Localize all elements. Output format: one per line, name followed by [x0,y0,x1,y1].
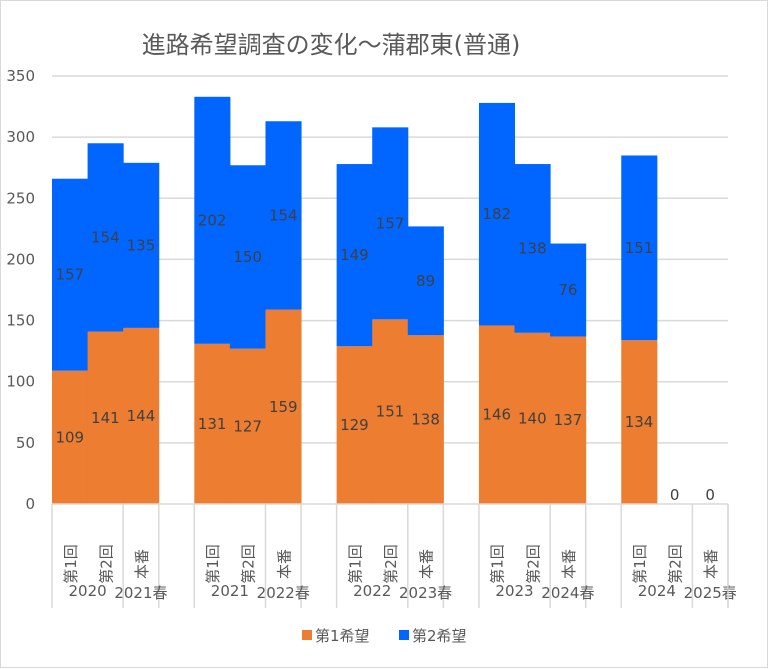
bar-series-2 [194,96,231,344]
data-label-series-1: 159 [269,398,298,416]
y-tick-label: 100 [6,373,35,391]
y-tick-label: 50 [16,434,35,452]
legend-label-series-1: 第1希望 [315,627,370,645]
data-label-series-2: 89 [416,272,435,290]
y-tick-label: 350 [6,67,35,85]
data-label-series-2: 154 [91,228,120,246]
data-label-series-2: 157 [376,214,405,232]
x-group-spring-label: 2023春 [399,584,452,602]
data-label-series-1: 131 [198,415,227,433]
bar-series-1 [265,309,302,504]
data-label-series-2: 76 [558,281,577,299]
y-axis-tick-labels: 0 50 100 150 200 250 300 350 [6,67,35,513]
x-sub-category-label: 第1回 [489,544,507,584]
data-label-series-2: 151 [625,239,654,257]
x-group-spring-label: 2024春 [541,584,594,602]
data-label-series-1: 137 [554,411,583,429]
y-tick-label: 250 [6,189,35,207]
x-sub-category-label: 第2回 [382,544,400,584]
x-sub-category-label: 本番 [702,549,720,579]
bar-series-1 [123,327,160,504]
bar-series-1 [407,335,444,504]
bar-series-1 [336,346,373,504]
x-sub-category-label: 第1回 [346,544,364,584]
bar-series-1 [52,370,89,504]
bar-series-2 [265,121,302,310]
data-label-series-2: 0 [705,486,715,504]
x-group-spring-label: 2022春 [257,584,310,602]
data-label-series-1: 127 [233,417,262,435]
x-sub-category-label: 第1回 [204,544,222,584]
data-label-series-2: 135 [127,236,156,254]
x-group-year-label: 2024 [638,582,676,600]
x-group-spring-label: 2021春 [114,584,167,602]
data-label-series-2: 0 [670,486,680,504]
x-sub-category-label: 第1回 [62,544,80,584]
x-sub-category-label: 第2回 [667,544,685,584]
bar-series-1 [621,340,658,504]
y-tick-label: 0 [25,495,35,513]
data-label-series-2: 157 [55,266,84,284]
x-sub-category-label: 第2回 [524,544,542,584]
bar-series-2 [123,162,160,328]
bar-series-1 [550,336,587,504]
x-group-year-label: 2023 [495,582,533,600]
bar-series-1 [514,332,551,504]
data-label-series-2: 182 [482,205,511,223]
legend-swatch-series-2 [399,630,409,640]
bars [52,96,658,504]
data-label-series-2: 202 [198,211,227,229]
x-group-year-label: 2021 [211,582,249,600]
x-sub-category-label: 第2回 [240,544,258,584]
data-label-series-1: 151 [376,403,405,421]
bar-series-1 [372,319,409,504]
bar-series-2 [229,165,266,349]
data-label-series-2: 150 [233,248,262,266]
legend-swatch-series-1 [302,630,312,640]
x-group-year-label: 2020 [68,582,106,600]
bar-series-1 [229,348,266,504]
y-tick-label: 300 [6,128,35,146]
bar-series-1 [87,331,124,504]
x-sub-category-label: 本番 [133,549,151,579]
x-sub-category-label: 第2回 [97,544,115,584]
data-label-series-1: 144 [127,407,156,425]
x-group-spring-label: 2025春 [684,584,737,602]
bar-series-2 [514,164,551,333]
x-sub-category-label: 本番 [418,549,436,579]
bar-series-2 [52,178,89,371]
bar-series-2 [407,226,444,336]
data-label-series-2: 138 [518,239,547,257]
data-label-series-2: 149 [340,246,369,264]
x-group-year-label: 2022 [353,582,391,600]
chart-title: 進路希望調査の変化～蒲郡東(普通) [142,31,521,59]
y-tick-label: 150 [6,312,35,330]
data-label-series-1: 134 [625,413,654,431]
bar-series-2 [372,127,409,320]
x-sub-category-label: 第1回 [631,544,649,584]
bar-series-2 [87,143,124,332]
y-tick-label: 200 [6,250,35,268]
data-label-series-1: 141 [91,409,120,427]
legend-label-series-2: 第2希望 [412,627,467,645]
bar-series-2 [621,155,658,341]
data-label-series-1: 146 [482,406,511,424]
x-sub-category-label: 本番 [560,549,578,579]
x-sub-category-label: 本番 [275,549,293,579]
data-labels: 109 157 141 154 144 135 131 202 127 150 159 154 129 1… [55,205,715,504]
bar-series-1 [194,343,231,504]
bar-series-1 [478,325,516,504]
data-label-series-1: 109 [55,428,84,446]
data-label-series-1: 138 [411,411,440,429]
legend: 第1希望 第2希望 [302,627,467,645]
bar-series-2 [478,102,516,326]
bar-series-2 [336,164,373,347]
data-label-series-1: 140 [518,409,547,427]
bar-series-2 [550,243,587,337]
data-label-series-1: 129 [340,416,369,434]
data-label-series-2: 154 [269,206,298,224]
